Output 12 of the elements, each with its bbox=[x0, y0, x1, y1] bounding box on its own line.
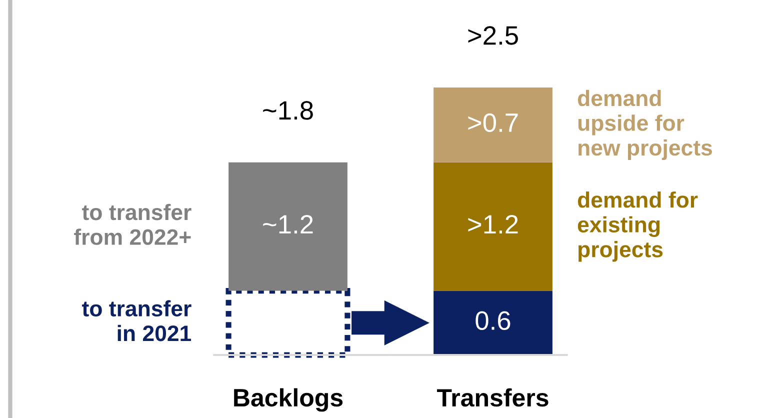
total-label: >2.5 bbox=[468, 26, 518, 45]
data-label: 0.6 bbox=[476, 311, 510, 330]
total-label: ~1.8 bbox=[263, 101, 313, 120]
series-label: demand upside for new projects bbox=[578, 90, 712, 160]
x-tick-label: Transfers bbox=[437, 388, 548, 407]
series-label: demand for existing projects bbox=[578, 191, 698, 262]
data-label: ~1.2 bbox=[263, 214, 313, 234]
x-tick-label: Backlogs bbox=[234, 388, 343, 412]
series-label: to transfer from 2022+ bbox=[74, 204, 192, 245]
series-label: to transfer in 2021 bbox=[82, 300, 192, 342]
data-label: >1.2 bbox=[468, 214, 518, 234]
data-label: >0.7 bbox=[468, 113, 518, 132]
